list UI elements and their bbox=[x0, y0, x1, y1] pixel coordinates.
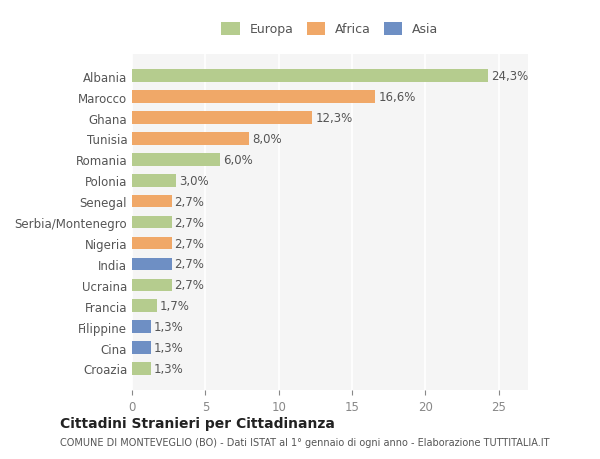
Bar bbox=[132, 216, 172, 229]
Text: 1,7%: 1,7% bbox=[160, 300, 190, 313]
Text: 2,7%: 2,7% bbox=[175, 258, 205, 271]
Bar bbox=[132, 300, 157, 312]
Bar bbox=[132, 321, 151, 333]
Bar bbox=[132, 154, 220, 166]
Bar bbox=[132, 70, 488, 83]
Bar bbox=[132, 91, 376, 104]
Text: 2,7%: 2,7% bbox=[175, 279, 205, 291]
Text: 12,3%: 12,3% bbox=[316, 112, 353, 125]
Text: 1,3%: 1,3% bbox=[154, 320, 184, 333]
Bar bbox=[132, 341, 151, 354]
Bar bbox=[132, 258, 172, 271]
Bar bbox=[132, 112, 313, 124]
Text: 2,7%: 2,7% bbox=[175, 216, 205, 229]
Bar bbox=[132, 174, 176, 187]
Text: 6,0%: 6,0% bbox=[223, 154, 253, 167]
Text: Cittadini Stranieri per Cittadinanza: Cittadini Stranieri per Cittadinanza bbox=[60, 416, 335, 430]
Text: 1,3%: 1,3% bbox=[154, 341, 184, 354]
Text: COMUNE DI MONTEVEGLIO (BO) - Dati ISTAT al 1° gennaio di ogni anno - Elaborazion: COMUNE DI MONTEVEGLIO (BO) - Dati ISTAT … bbox=[60, 437, 550, 447]
Text: 16,6%: 16,6% bbox=[379, 91, 416, 104]
Text: 2,7%: 2,7% bbox=[175, 195, 205, 208]
Bar bbox=[132, 237, 172, 250]
Text: 2,7%: 2,7% bbox=[175, 237, 205, 250]
Bar bbox=[132, 196, 172, 208]
Legend: Europa, Africa, Asia: Europa, Africa, Asia bbox=[217, 18, 443, 41]
Bar bbox=[132, 279, 172, 291]
Text: 8,0%: 8,0% bbox=[252, 133, 282, 146]
Text: 1,3%: 1,3% bbox=[154, 362, 184, 375]
Bar bbox=[132, 133, 250, 146]
Text: 24,3%: 24,3% bbox=[491, 70, 529, 83]
Text: 3,0%: 3,0% bbox=[179, 174, 209, 187]
Bar bbox=[132, 363, 151, 375]
